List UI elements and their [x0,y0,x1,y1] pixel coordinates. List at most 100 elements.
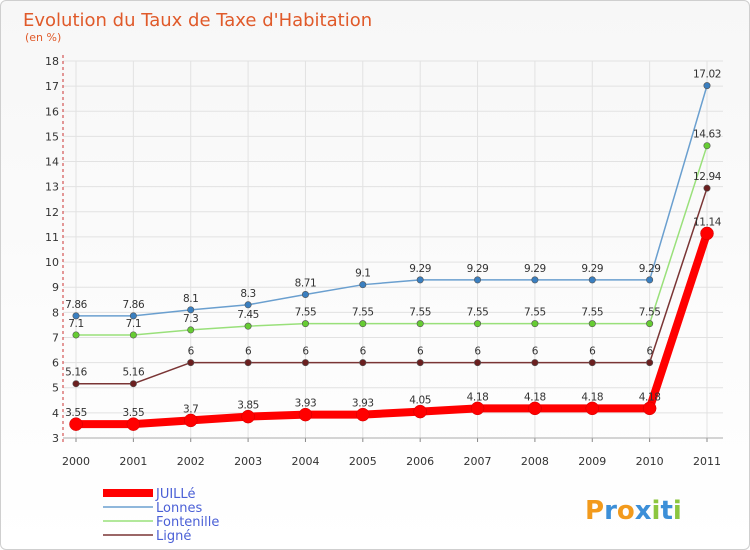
y-tick-label: 16 [45,105,59,118]
x-tick-label: 2002 [177,455,205,468]
y-tick-label: 10 [45,256,59,269]
data-label: 4.18 [524,391,546,403]
data-label: 6 [589,346,596,358]
data-label: 4.18 [581,391,603,403]
data-point [646,320,654,328]
chart-subtitle: (en %) [25,31,61,44]
series-layer [69,82,714,431]
series-line-fontenille [76,145,708,336]
data-point [588,359,596,367]
data-point [72,331,80,339]
data-point [588,320,596,328]
data-point [700,226,714,241]
data-label: 8.3 [240,288,256,300]
x-tick-label: 2010 [636,455,664,468]
data-label: 9.29 [524,263,546,275]
logo-letter: r [604,496,617,526]
x-tick-label: 2009 [578,455,606,468]
proxiti-logo-text: Proxiti [585,496,682,526]
data-point [703,184,711,192]
data-label: 3.55 [122,407,144,419]
legend-label: Ligné [156,529,191,544]
y-tick-label: 18 [45,55,59,68]
data-point [359,359,367,367]
data-label: 4.05 [409,395,431,407]
data-label: 7.45 [237,309,259,321]
data-label: 4.18 [467,391,489,403]
logo-letter: t [660,496,672,526]
data-point [301,320,309,328]
legend-label: Lonnes [156,501,202,516]
axes: 3 4 5 6 7 8 9 10 11 12 13 14 15 16 17 18 2000 2001 2002 200… [45,55,723,468]
data-point [359,320,367,328]
data-label: 12.94 [693,171,722,183]
data-label: 7.55 [352,307,374,319]
data-label: 7.86 [65,299,87,311]
y-tick-label: 15 [45,130,59,143]
y-tick-label: 12 [45,206,59,219]
data-point [301,290,309,298]
data-point [642,401,657,416]
data-label: 3.7 [183,403,199,415]
y-tick-label: 5 [52,382,59,395]
data-label: 6 [360,346,367,358]
data-point [646,276,654,284]
data-label: 9.29 [409,263,431,275]
data-label: 6 [417,346,424,358]
x-tick-label: 2000 [62,455,90,468]
data-point [474,320,482,328]
data-point [301,359,309,367]
data-point [588,276,596,284]
data-point [646,359,654,367]
data-point [244,322,252,330]
data-point [187,326,195,334]
chart-title: Evolution du Taux de Taxe d'Habitation [23,10,372,31]
data-label: 6 [188,346,195,358]
y-tick-label: 9 [52,281,59,294]
series-line-lonnes [76,85,708,317]
y-tick-label: 11 [45,231,59,244]
legend-label: JUILLé [155,487,195,502]
data-point [359,281,367,289]
y-tick-label: 14 [45,156,59,169]
logo-letter: i [673,496,682,526]
data-point [129,312,137,320]
data-label: 7.55 [295,307,317,319]
data-point [416,320,424,328]
data-label: 3.85 [237,400,259,412]
data-point [531,276,539,284]
data-labels: 3.55 3.55 3.7 3.85 3.93 3.93 4.05 4.18 4.18 4.18 4… [65,69,722,420]
data-label: 3.55 [65,407,87,419]
data-label: 7.55 [639,307,661,319]
data-label: 9.1 [355,268,371,280]
series-line-ligné [76,187,708,385]
grid [63,60,723,439]
data-point [183,413,198,428]
y-tick-label: 3 [52,432,59,445]
legend-label: Fontenille [156,515,219,530]
data-point [470,401,485,416]
data-point [244,359,252,367]
data-label: 3.93 [352,398,374,410]
data-label: 7.55 [581,307,603,319]
data-point [585,401,600,416]
data-point [69,417,83,431]
data-label: 6 [302,346,309,358]
x-tick-label: 2005 [349,455,377,468]
data-point [356,407,370,422]
data-label: 7.1 [68,318,84,330]
data-label: 8.71 [295,277,317,289]
data-point [416,276,424,284]
x-tick-label: 2007 [464,455,492,468]
y-tick-label: 7 [52,331,59,344]
data-point [72,312,80,320]
data-point [528,401,542,416]
data-point [241,409,255,424]
y-tick-label: 13 [45,181,59,194]
proxiti-logo: Proxiti [585,496,682,526]
data-label: 7.55 [409,307,431,319]
y-tick-label: 17 [45,80,59,93]
